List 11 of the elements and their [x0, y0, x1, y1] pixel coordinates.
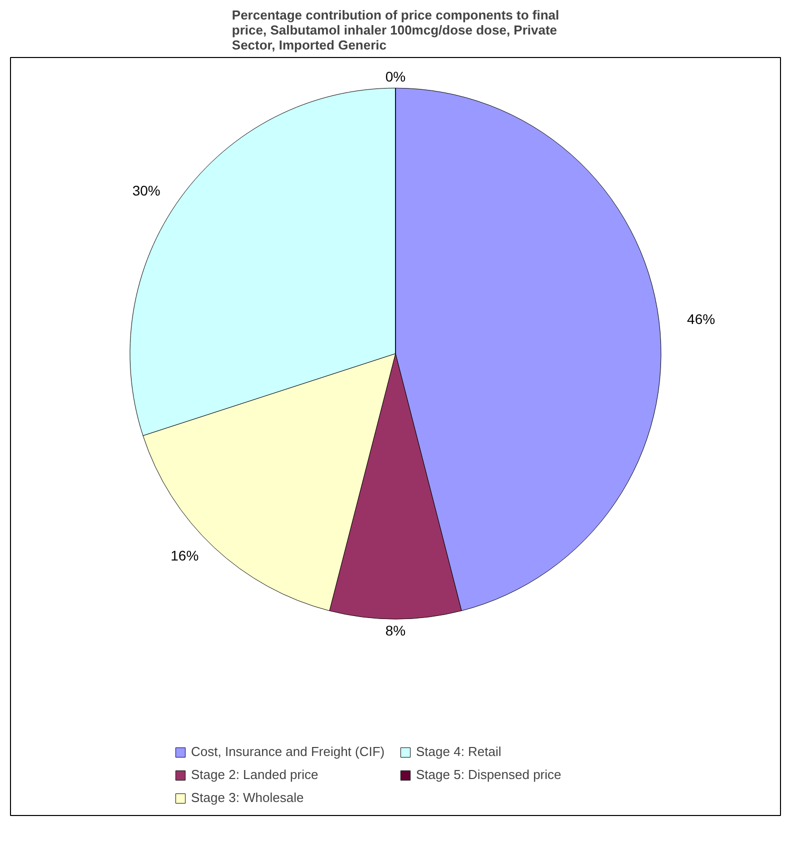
data-label: 16% [170, 548, 199, 564]
data-label: 8% [385, 622, 406, 639]
legend-label: Stage 2: Landed price [191, 767, 320, 782]
text: 0% [385, 68, 406, 84]
legend-label: Cost, Insurance and Freight (CIF) [191, 744, 386, 759]
legend-label: Stage 4: Retail [416, 744, 502, 759]
legend-label: Stage 5: Dispensed price [416, 767, 562, 782]
chart-title: Percentage contribution of price components to final price, Salbutamol inhaler 100mcg/dose dose, Private Sector, Imported Generic [232, 8, 560, 52]
legend-label: Stage 3: Wholesale [191, 790, 305, 805]
data-label: 46% [687, 310, 716, 327]
data-label: 30% [132, 182, 160, 199]
